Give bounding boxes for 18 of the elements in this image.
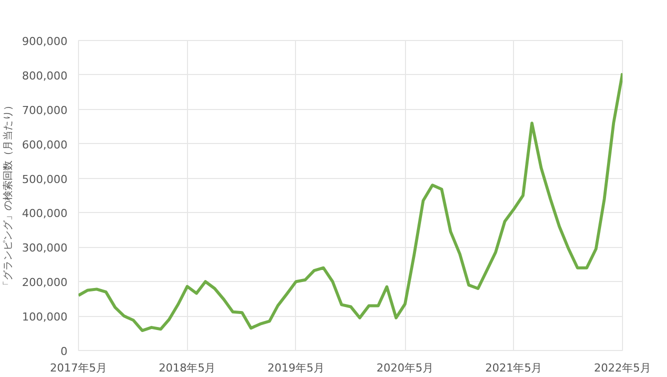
x-tick-label: 2021年5月 [485, 362, 542, 374]
x-tick-label: 2018年5月 [158, 362, 216, 374]
y-tick-label: 600,000 [22, 138, 68, 152]
y-tick-label: 500,000 [22, 172, 68, 186]
x-tick-label: 2020年5月 [376, 362, 434, 374]
y-tick-label: 900,000 [22, 35, 68, 48]
line-series [78, 72, 622, 332]
y-tick-label: 0 [60, 345, 68, 358]
y-tick-label: 200,000 [22, 276, 68, 290]
y-tick-label: 100,000 [22, 310, 68, 324]
y-axis-title: 「グランピング」の検索回数（月当たり） [2, 100, 14, 290]
y-tick-label: 300,000 [22, 242, 68, 255]
y-tick-label: 400,000 [22, 207, 68, 220]
y-tick-label: 700,000 [22, 104, 68, 117]
x-tick-label: 2022年5月 [594, 362, 652, 374]
x-tick-label: 2017年5月 [50, 362, 108, 374]
y-tick-label: 800,000 [22, 69, 68, 82]
x-tick-label: 2019年5月 [267, 362, 324, 374]
